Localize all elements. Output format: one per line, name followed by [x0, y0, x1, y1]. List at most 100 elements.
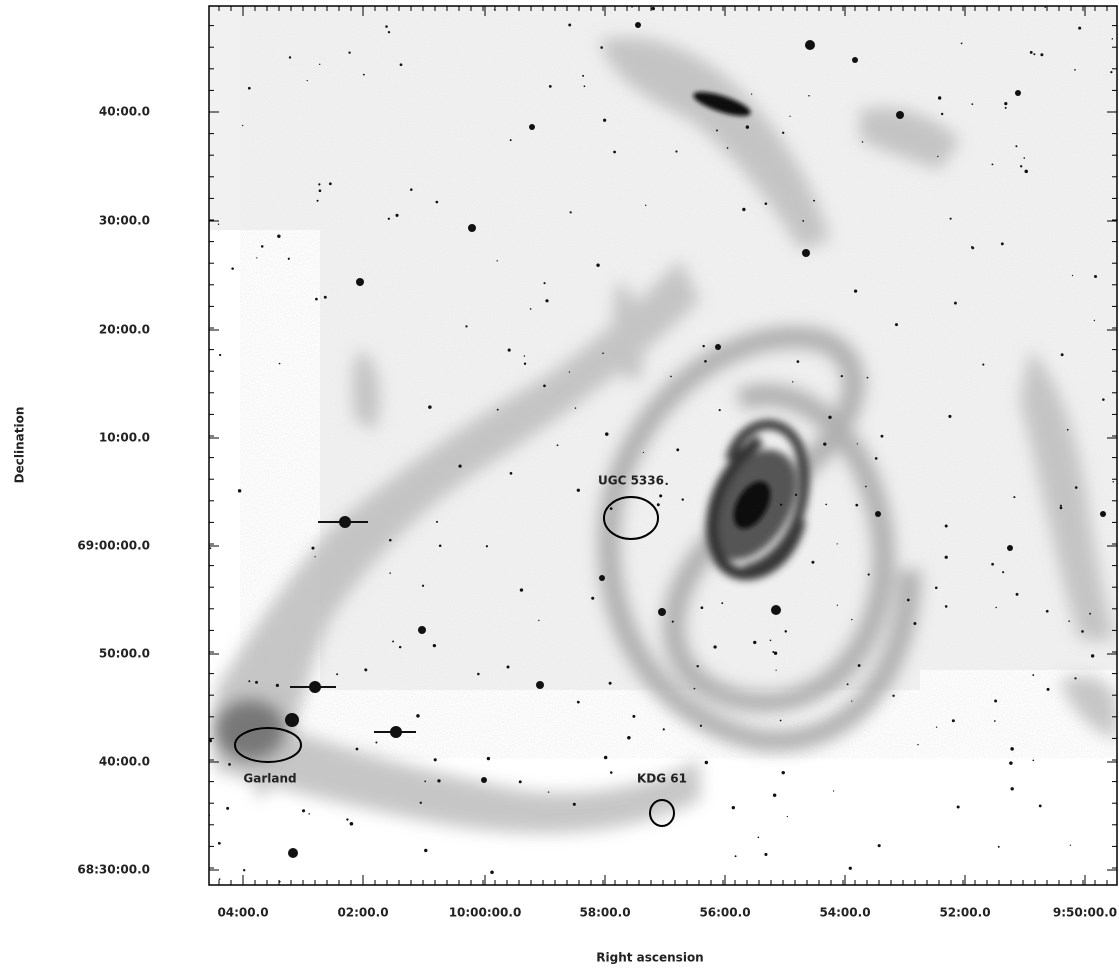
star — [610, 507, 613, 510]
star — [1089, 613, 1091, 615]
star — [508, 349, 511, 352]
star — [392, 641, 394, 643]
star — [1074, 677, 1076, 679]
star — [289, 56, 291, 58]
star — [329, 182, 332, 185]
star — [787, 816, 788, 817]
star — [336, 673, 338, 675]
star — [1074, 69, 1076, 71]
star — [1023, 157, 1025, 159]
star — [775, 670, 776, 671]
star — [1046, 610, 1049, 613]
star — [315, 298, 318, 301]
star — [670, 376, 672, 378]
star — [591, 597, 594, 600]
star — [867, 377, 869, 379]
star — [458, 464, 461, 467]
star — [753, 509, 756, 512]
star — [808, 95, 810, 97]
figure: UGC 5336 Garland KDG 61 Right ascension … — [0, 0, 1119, 973]
x-tick-label: 04:00.0 — [217, 906, 268, 920]
star — [422, 585, 424, 587]
star — [907, 599, 910, 602]
star — [228, 763, 231, 766]
star — [285, 713, 299, 727]
star — [666, 483, 668, 485]
star — [557, 444, 559, 446]
star — [1112, 38, 1113, 39]
star — [395, 214, 398, 217]
star — [742, 208, 745, 211]
x-axis-label: Right ascension — [596, 951, 703, 965]
star — [609, 682, 612, 685]
star — [811, 561, 814, 564]
star — [785, 630, 787, 632]
star — [657, 503, 660, 506]
star — [805, 40, 815, 50]
star — [945, 605, 948, 608]
star — [1005, 107, 1007, 109]
star — [1033, 53, 1035, 55]
star — [219, 354, 221, 356]
star — [468, 224, 476, 232]
star — [434, 758, 437, 761]
star — [1009, 761, 1013, 765]
star — [507, 666, 510, 669]
annotation-label: KDG 61 — [637, 772, 687, 786]
star — [242, 125, 243, 126]
star — [1078, 27, 1081, 30]
star — [302, 809, 305, 812]
star — [279, 363, 281, 365]
y-tick-label: 10:00.0 — [99, 431, 150, 445]
star — [878, 844, 881, 847]
x-tick-label: 10:00:00.0 — [449, 906, 522, 920]
star — [596, 263, 599, 266]
star — [828, 416, 831, 419]
star — [530, 308, 532, 310]
star — [465, 325, 467, 327]
y-tick-label: 69:00:00.0 — [77, 539, 150, 553]
x-tick-label: 9:50:00.0 — [1053, 906, 1117, 920]
star — [865, 486, 867, 488]
star — [603, 119, 606, 122]
star — [549, 85, 552, 88]
star — [364, 668, 367, 671]
star — [1110, 71, 1112, 73]
star — [696, 665, 698, 667]
star — [1061, 353, 1064, 356]
star — [1011, 787, 1014, 790]
star — [389, 539, 392, 542]
star — [982, 364, 984, 366]
y-tick-label: 40:00.0 — [99, 105, 150, 119]
star — [602, 352, 604, 354]
star — [735, 855, 737, 857]
star — [570, 211, 572, 213]
star — [1013, 496, 1015, 498]
star — [732, 806, 735, 809]
star — [481, 777, 487, 783]
star — [950, 218, 952, 220]
star — [1015, 145, 1017, 147]
x-tick-label: 58:00.0 — [579, 906, 630, 920]
star — [346, 818, 348, 820]
star — [896, 111, 904, 119]
star — [385, 25, 388, 28]
star — [1091, 654, 1094, 657]
star — [643, 452, 644, 453]
star — [937, 156, 938, 157]
star — [348, 52, 350, 54]
annotation-label: Garland — [243, 772, 296, 786]
star — [1007, 545, 1013, 551]
star — [599, 575, 605, 581]
star — [568, 24, 571, 27]
x-tick-label: 54:00.0 — [819, 906, 870, 920]
star — [277, 235, 280, 238]
star — [524, 355, 526, 357]
star — [510, 472, 513, 475]
star — [802, 249, 810, 257]
star — [627, 736, 631, 740]
star — [1002, 571, 1004, 573]
star — [837, 605, 838, 606]
star — [1030, 51, 1033, 54]
star — [727, 147, 729, 149]
